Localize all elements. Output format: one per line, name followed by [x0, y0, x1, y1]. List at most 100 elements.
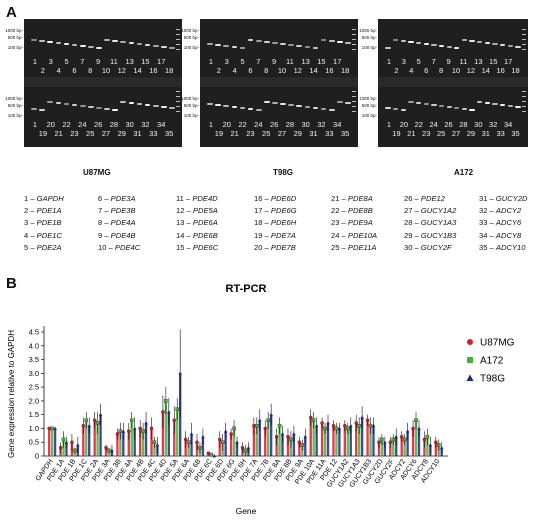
lane-number: 6	[248, 66, 253, 75]
lane-legend-column: 11 – PDE4D 12 – PDE5A 13 – PDE6A 14 – PDE6B…	[176, 193, 218, 254]
point-u87mg	[206, 451, 211, 455]
point-t98g	[360, 415, 364, 419]
lane-number: 15	[489, 57, 498, 66]
bar-a172	[153, 442, 156, 456]
lane-number: 11	[109, 57, 118, 66]
point-t98g	[201, 434, 205, 439]
bar-u87mg	[48, 428, 51, 456]
point-u87mg	[252, 423, 256, 428]
ladder-label: 1000 bp-	[181, 28, 199, 33]
lane-number: 9	[446, 57, 451, 66]
lane-number: 25	[262, 129, 271, 138]
point-u87mg	[127, 429, 131, 433]
lane-legend-entry: 13 – PDE6A	[176, 218, 218, 228]
point-a172	[84, 418, 88, 422]
lane-legend-column: 1 – GAPDH 2 – PDE1A 3 – PDE1B 4 – PDE1C 5 – …	[24, 193, 64, 254]
lane-number: 29	[466, 129, 476, 138]
y-axis-label: Gene expression relative to GAPDH	[7, 330, 16, 458]
y-tick-label: 4.5	[29, 328, 39, 337]
y-tick-label: 2.0	[29, 396, 39, 405]
point-t98g	[98, 412, 103, 417]
bar-t98g	[349, 425, 352, 456]
bar-t98g	[53, 428, 57, 456]
bar-t98g	[144, 422, 148, 456]
point-t98g	[257, 418, 262, 422]
lane-number: 32	[141, 120, 150, 129]
ladder-label: 500 bp-	[361, 103, 377, 108]
point-u87mg	[195, 440, 199, 444]
point-a172	[391, 437, 396, 442]
lane-number: 35	[340, 129, 350, 138]
lane-number: 3	[224, 57, 229, 66]
lane-number: 1	[386, 57, 392, 66]
lane-legend-entry: 11 – PDE4D	[176, 194, 218, 203]
bar-t98g	[417, 428, 421, 456]
bar-t98g	[258, 420, 261, 456]
point-t98g	[326, 420, 330, 425]
bar-u87mg	[173, 420, 176, 456]
y-tick-label: 1.0	[29, 424, 39, 433]
ladder-label: 100 bp-	[183, 113, 199, 118]
bar-u87mg	[400, 436, 403, 456]
point-a172	[266, 418, 270, 422]
point-u87mg	[149, 426, 154, 431]
bar-u87mg	[320, 422, 324, 456]
lane-number: 20	[46, 120, 55, 129]
bar-t98g	[88, 425, 91, 456]
ladder-label: 100 bp-	[7, 113, 23, 118]
bar-u87mg	[298, 442, 301, 456]
lane-number: 18	[511, 66, 520, 75]
bar-a172	[187, 442, 190, 456]
lane-number: 31	[133, 129, 142, 138]
ladder-label: 500 bp-	[361, 35, 377, 40]
lane-legend-entry: 33 – ADCY6	[479, 218, 522, 228]
point-a172	[209, 452, 214, 457]
panel-label-b: B	[6, 275, 17, 292]
lane-number: 19	[38, 129, 48, 138]
lane-number: 18	[340, 66, 350, 75]
point-t98g	[155, 442, 160, 447]
bar-u87mg	[411, 428, 415, 456]
bar-a172	[380, 439, 384, 456]
lane-legend-entry: 30 – GUCY2F	[404, 242, 452, 252]
bar-u87mg	[138, 428, 142, 456]
lane-legend-entry: 29 – GUCY1B3	[404, 230, 457, 240]
point-a172	[289, 437, 293, 442]
point-u87mg	[365, 418, 370, 422]
lane-number: 29	[293, 129, 302, 138]
lane-number: 7	[431, 57, 436, 66]
lane-number: 30	[474, 120, 483, 129]
bar-a172	[278, 425, 281, 456]
point-u87mg	[388, 440, 393, 444]
point-t98g	[76, 442, 80, 447]
point-t98g	[280, 431, 285, 436]
lane-legend-column: 26 – PDE12 27 – GUCY1A2 28 – GUCY1A3 29 – G…	[404, 193, 456, 254]
point-t98g	[167, 409, 171, 414]
lane-number: 22	[238, 120, 247, 129]
lane-number: 13	[301, 57, 310, 66]
lane-number: 28	[285, 120, 295, 129]
point-u87mg	[377, 440, 381, 444]
panel-label-a: A	[6, 4, 17, 21]
lane-number: 12	[117, 66, 126, 75]
lane-number: 26	[444, 120, 453, 129]
bar-u87mg	[355, 422, 358, 456]
lane-number: 17	[333, 57, 342, 66]
lane-legend-entry: 24 – PDE10A	[331, 230, 378, 240]
ladder-label: 100 bp-	[361, 113, 377, 118]
cell-line-label-a172: A172	[454, 168, 474, 177]
x-axis-label: Gene	[236, 506, 257, 516]
lane-number: 29	[117, 129, 126, 138]
ladder-label: 1000 bp-	[359, 28, 377, 33]
lane-number: 1	[32, 120, 38, 129]
legend-marker-a172	[467, 357, 473, 363]
lane-number: 27	[277, 129, 287, 138]
bar-a172	[335, 428, 338, 456]
bar-t98g	[372, 425, 375, 456]
gel-u87mg	[24, 19, 182, 147]
bar-u87mg	[82, 425, 85, 456]
bar-u87mg	[252, 425, 256, 456]
y-tick-label: 1.5	[29, 410, 39, 419]
lane-number: 31	[481, 129, 490, 138]
lane-number: 32	[489, 120, 498, 129]
